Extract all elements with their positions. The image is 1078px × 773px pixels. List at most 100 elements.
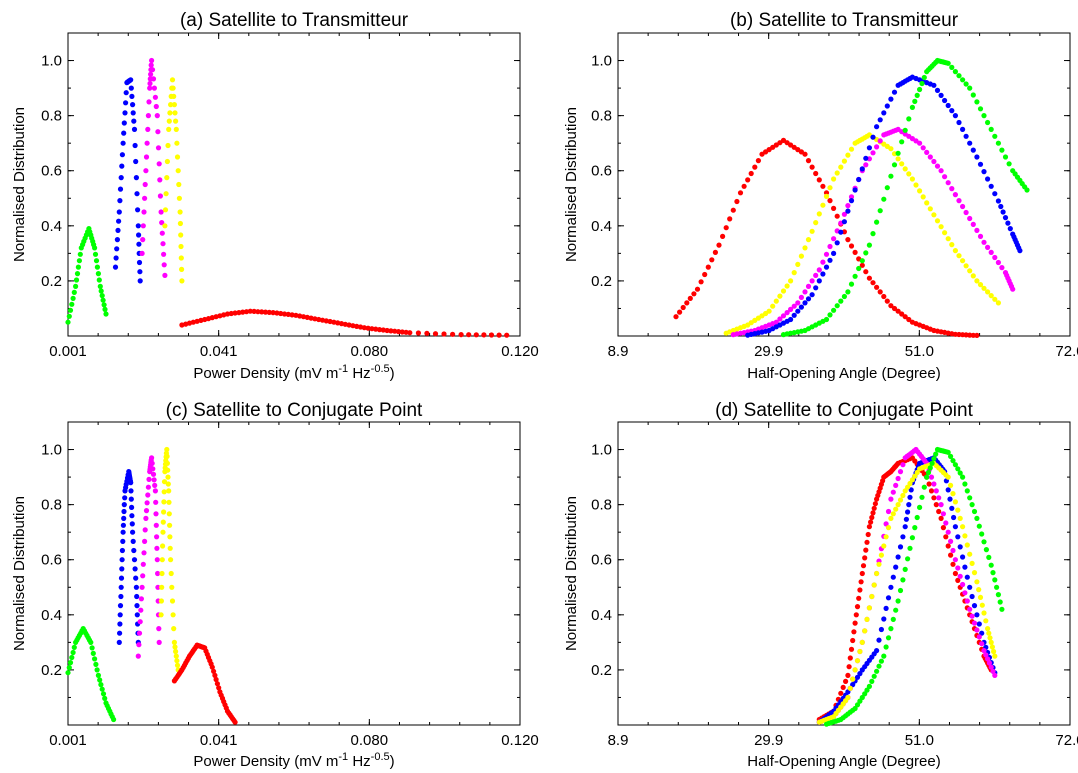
data-point (134, 191, 140, 197)
data-point (850, 676, 856, 682)
data-point (823, 193, 830, 199)
data-point (945, 529, 951, 535)
data-point (171, 626, 177, 632)
data-point (852, 705, 858, 712)
data-point (120, 140, 126, 146)
y-tick-label: 0.2 (41, 273, 62, 290)
data-point (942, 97, 948, 104)
data-point (165, 467, 171, 473)
data-point (115, 227, 121, 233)
data-point (788, 316, 794, 323)
data-point (144, 140, 150, 146)
data-point (177, 220, 183, 227)
data-point (805, 158, 812, 164)
data-point (960, 126, 966, 132)
y-axis-label: Normalised Distribution (563, 107, 580, 262)
data-point (169, 77, 176, 83)
y-tick-label: 0.4 (591, 218, 612, 235)
x-axis-label: Power Density (mV m-1 Hz-0.5) (193, 751, 394, 770)
data-point (952, 462, 959, 468)
xlabel-part: Power Density (mV m (193, 365, 338, 382)
data-point (816, 267, 822, 273)
data-point (863, 162, 869, 168)
data-point (859, 262, 865, 268)
data-point (920, 194, 926, 200)
data-point (881, 293, 887, 300)
data-point (995, 198, 1002, 204)
data-point (934, 163, 941, 169)
data-point (133, 584, 139, 590)
data-point (1010, 286, 1016, 292)
data-point (136, 642, 142, 648)
data-point (130, 110, 136, 116)
data-point (820, 202, 826, 208)
data-point (888, 173, 894, 179)
data-point (893, 607, 899, 613)
series-blue (112, 77, 143, 284)
data-point (399, 329, 405, 335)
data-point (136, 259, 143, 266)
data-point (388, 328, 394, 334)
data-point (167, 110, 173, 116)
data-point (912, 98, 918, 104)
data-point (805, 237, 812, 243)
data-point (893, 482, 899, 488)
data-point (888, 146, 894, 152)
data-point (952, 557, 959, 563)
data-point (270, 310, 276, 316)
data-point (694, 286, 701, 292)
data-point (720, 233, 726, 239)
data-point (266, 309, 272, 315)
data-point (172, 110, 178, 116)
data-point (165, 474, 171, 480)
data-point (840, 684, 846, 691)
data-point (89, 645, 95, 651)
data-point (823, 190, 830, 196)
data-point (841, 293, 848, 300)
data-point (866, 683, 873, 690)
data-point (285, 311, 291, 317)
data-point (259, 309, 265, 315)
xlabel-part: ) (390, 753, 395, 770)
y-tick-label: 1.0 (591, 53, 612, 70)
data-point (960, 203, 966, 210)
data-point (859, 166, 865, 172)
data-point (931, 495, 937, 501)
data-point (870, 231, 876, 237)
data-point (132, 142, 138, 149)
data-point (798, 294, 805, 300)
data-point (831, 176, 837, 182)
data-point (76, 258, 82, 264)
data-point (70, 649, 76, 656)
data-point (161, 479, 168, 485)
data-point (945, 236, 951, 242)
data-point (971, 603, 978, 609)
data-point (957, 470, 963, 476)
data-point (902, 524, 908, 530)
data-point (988, 293, 994, 299)
data-point (98, 288, 104, 294)
data-point (816, 177, 822, 183)
data-point (881, 110, 887, 116)
data-point (441, 331, 447, 337)
data-point (866, 605, 873, 611)
data-point (909, 104, 916, 110)
data-point (716, 242, 722, 248)
data-point (816, 211, 822, 217)
data-point (95, 672, 101, 679)
data-point (805, 283, 812, 289)
data-point (955, 466, 961, 472)
data-point (278, 310, 284, 317)
data-point (929, 460, 935, 466)
data-point (917, 86, 923, 93)
data-point (891, 89, 898, 95)
data-point (153, 522, 159, 528)
data-point (161, 489, 167, 495)
data-point (945, 543, 951, 549)
data-point (970, 273, 976, 279)
data-point (948, 482, 954, 488)
data-point (988, 183, 994, 189)
x-tick-label: 0.041 (200, 732, 238, 749)
data-point (813, 220, 819, 226)
data-point (823, 251, 830, 257)
